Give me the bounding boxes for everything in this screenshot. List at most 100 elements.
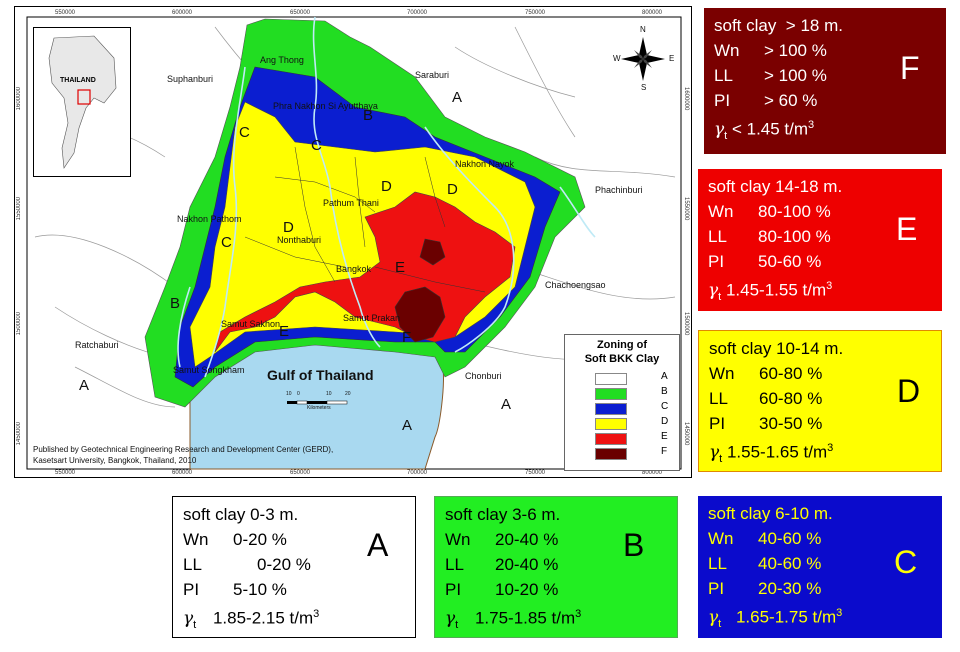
wn-value: 40-60 % xyxy=(758,529,822,548)
place-ratchaburi: Ratchaburi xyxy=(75,340,119,350)
gamma-symbol: γ xyxy=(445,608,456,629)
pi-value: 50-60 % xyxy=(758,252,822,271)
tick-left: 1600000 xyxy=(16,87,22,111)
ll-value: 80-100 % xyxy=(758,227,831,246)
legend-label: F xyxy=(661,446,668,457)
gamma-sub: t xyxy=(455,619,459,632)
pi-value: 10-20 % xyxy=(495,580,559,599)
wn-label: Wn xyxy=(445,530,471,549)
gulf-label: Gulf of Thailand xyxy=(267,367,374,383)
inset-title: THAILAND xyxy=(60,77,96,84)
zone-b-unit-weight: γt 1.75-1.85 t/m3 xyxy=(445,602,677,638)
place-nonthaburi: Nonthaburi xyxy=(277,235,322,245)
ll-label: LL xyxy=(708,554,727,573)
legend-item: F xyxy=(595,446,675,460)
tick-right: 1550000 xyxy=(683,197,689,221)
tick-bottom: 800000 xyxy=(642,470,663,476)
north-arrow-graphic xyxy=(621,37,665,81)
zone-marker: B xyxy=(170,295,181,312)
unit-weight-exp: 3 xyxy=(313,608,320,620)
unit-weight-exp: 3 xyxy=(827,442,834,454)
zone-b-wn: Wn 20-40 % xyxy=(445,527,677,552)
place-saraburi: Saraburi xyxy=(415,70,450,80)
zone-a-unit-weight: γt 1.85-2.15 t/m3 xyxy=(183,602,415,638)
scale-bar-graphic xyxy=(287,400,348,405)
soft-clay-zoning-map: N S W E 550000 600000 650000 700000 7500… xyxy=(14,6,692,478)
zone-e-depth: soft clay 14-18 m. xyxy=(708,177,843,196)
zone-d-properties: soft clay 10-14 m. Wn 60-80 % LL 60-80 % P… xyxy=(698,330,942,472)
unit-weight-value: 1.75-1.85 t/m xyxy=(474,608,576,628)
tick-bottom: 750000 xyxy=(525,470,546,476)
zone-b-pi: PI 10-20 % xyxy=(445,577,677,602)
tick-bottom: 700000 xyxy=(407,470,428,476)
zone-b-properties: soft clay 3-6 m. Wn 20-40 % LL 20-40 % PI 1… xyxy=(434,496,678,638)
unit-weight-value: 1.65-1.75 t/m xyxy=(735,607,837,627)
tick-right: 1500000 xyxy=(683,312,689,336)
unit-weight-exp: 3 xyxy=(826,280,833,292)
legend-item: E xyxy=(595,431,675,445)
zone-c-depth: soft clay 6-10 m. xyxy=(708,504,833,523)
wn-value: > 100 % xyxy=(764,41,827,60)
wn-value: 60-80 % xyxy=(759,364,823,383)
gamma-sub: t xyxy=(718,618,722,631)
zone-b-ll: LL 20-40 % xyxy=(445,552,677,577)
zone-marker: A xyxy=(402,417,413,434)
tick-left: 1550000 xyxy=(16,197,22,221)
tick-bottom: 600000 xyxy=(172,470,193,476)
zone-marker: D xyxy=(447,181,458,198)
place-samut-sakhon: Samut Sakhon xyxy=(221,319,281,329)
zone-marker: B xyxy=(363,107,374,124)
zone-f-depth: soft clay > 18 m. xyxy=(714,16,843,35)
legend-label: D xyxy=(661,416,669,427)
gamma-symbol: γ xyxy=(183,608,194,629)
thailand-inset-map: THAILAND xyxy=(33,27,131,177)
legend-title-line-2: Soft BKK Clay xyxy=(584,353,660,365)
credit-line-1: Published by Geotechnical Engineering Re… xyxy=(33,445,334,454)
credit-line-2: Kasetsart University, Bangkok, Thailand,… xyxy=(33,456,197,465)
pi-label: PI xyxy=(708,579,725,598)
zone-a-letter: A xyxy=(367,527,389,563)
pi-label: PI xyxy=(708,252,725,271)
zone-d-wn: Wn 60-80 % xyxy=(709,361,941,386)
tick-top: 550000 xyxy=(55,10,76,16)
compass-s: S xyxy=(641,83,647,92)
place-chonburi: Chonburi xyxy=(465,371,502,381)
zone-f-area-north xyxy=(419,238,446,266)
zone-marker: D xyxy=(381,178,392,195)
zone-marker: F xyxy=(402,329,412,346)
zone-d-pi: PI 30-50 % xyxy=(709,411,941,436)
compass-w: W xyxy=(613,54,621,63)
zone-f-properties: soft clay > 18 m. Wn > 100 % LL > 100 % PI… xyxy=(704,8,946,154)
compass-e: E xyxy=(669,54,675,63)
map-graphic xyxy=(26,16,682,470)
pi-value: 5-10 % xyxy=(233,580,287,599)
unit-weight-value: 1.45-1.55 t/m xyxy=(725,280,827,300)
zone-f-unit-weight: γt < 1.45 t/m3 xyxy=(714,113,946,149)
legend-swatch xyxy=(595,403,627,415)
wn-value: 80-100 % xyxy=(758,202,831,221)
wn-label: Wn xyxy=(709,364,735,383)
legend-swatch xyxy=(595,418,627,430)
legend-swatch xyxy=(595,373,627,385)
place-bangkok: Bangkok xyxy=(336,264,372,274)
gamma-symbol: γ xyxy=(708,280,719,301)
zone-c-properties: soft clay 6-10 m. Wn 40-60 % LL 40-60 % PI… xyxy=(698,496,942,638)
legend-swatch xyxy=(595,433,627,445)
gamma-sub: t xyxy=(724,130,728,143)
tick-left: 1500000 xyxy=(16,312,22,336)
scale-label: 10 xyxy=(286,391,292,397)
legend-label: C xyxy=(661,401,669,412)
zone-d-depth: soft clay 10-14 m. xyxy=(709,339,844,358)
unit-weight-value: 1.85-2.15 t/m xyxy=(212,608,314,628)
legend-swatch xyxy=(595,388,627,400)
legend-label: B xyxy=(661,386,668,397)
gamma-symbol: γ xyxy=(709,442,720,463)
zone-marker: C xyxy=(221,234,232,251)
zone-a-wn: Wn 0-20 % xyxy=(183,527,415,552)
place-phachinburi: Phachinburi xyxy=(595,185,643,195)
zone-e-pi: PI 50-60 % xyxy=(708,249,942,274)
wn-label: Wn xyxy=(183,530,209,549)
zone-d-unit-weight: γt 1.55-1.65 t/m3 xyxy=(709,436,941,472)
tick-top: 650000 xyxy=(290,10,311,16)
zone-marker: C xyxy=(239,124,250,141)
